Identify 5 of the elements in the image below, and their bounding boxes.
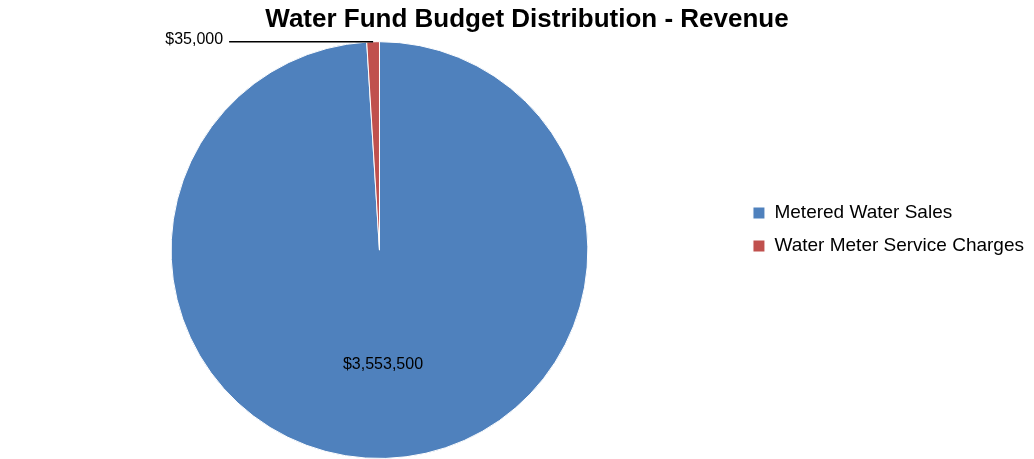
data-label: $3,553,500 bbox=[342, 355, 424, 373]
legend-label: Metered Water Sales bbox=[774, 201, 953, 223]
legend-label: Water Meter Service Charges bbox=[774, 234, 1024, 256]
data-label: $35,000 bbox=[165, 30, 224, 48]
chart-title: Water Fund Budget Distribution - Revenue bbox=[265, 2, 789, 33]
